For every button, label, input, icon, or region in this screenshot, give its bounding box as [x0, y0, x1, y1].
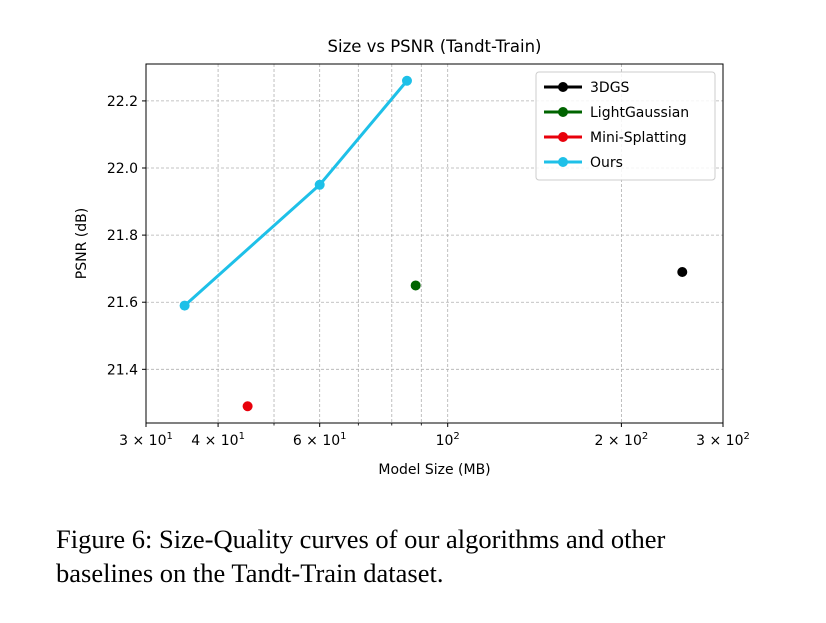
legend-label-mini-splatting: Mini-Splatting [590, 130, 687, 146]
x-tick-label: 2 × 102 [595, 431, 649, 449]
caption-line-1: Figure 6: Size-Quality curves of our alg… [56, 524, 666, 554]
x-axis-label: Model Size (MB) [378, 462, 490, 478]
y-axis-label: PSNR (dB) [74, 208, 90, 279]
legend-label-lightgaussian: LightGaussian [590, 105, 689, 121]
axis-ticks: 3 × 101 4 × 101 6 × 101 102 2 × 102 3 × 102 21… [107, 94, 750, 449]
data-point-ours [401, 75, 412, 86]
chart-title: Size vs PSNR (Tandt-Train) [328, 37, 542, 56]
y-tick-label: 21.6 [107, 295, 138, 311]
legend: 3DGS LightGaussian Mini-Splatting Ours [535, 71, 716, 181]
legend-marker-lightgaussian [558, 107, 568, 117]
x-tick-label: 102 [436, 431, 460, 449]
legend-marker-mini-splatting [558, 132, 568, 142]
data-point-mini-splatting [242, 401, 253, 412]
x-tick-label: 4 × 101 [191, 431, 245, 449]
data-point-lightgaussian [410, 280, 421, 291]
y-tick-label: 21.4 [107, 362, 138, 378]
legend-marker-3dgs [558, 82, 568, 92]
x-tick-label: 3 × 102 [696, 431, 750, 449]
y-tick-label: 22.2 [107, 94, 138, 110]
legend-box [535, 71, 716, 181]
legend-marker-ours [558, 157, 568, 167]
chart: 3 × 101 4 × 101 6 × 101 102 2 × 102 3 × 102 21… [74, 37, 750, 478]
data-point-ours [179, 300, 190, 311]
y-tick-label: 22.0 [107, 161, 138, 177]
series [179, 75, 688, 412]
legend-label-ours: Ours [590, 155, 623, 171]
legend-label-3dgs: 3DGS [590, 80, 630, 96]
data-point-ours [314, 179, 325, 190]
x-tick-label: 3 × 101 [119, 431, 173, 449]
figure-caption: Figure 6: Size-Quality curves of our alg… [56, 522, 772, 590]
caption-line-2: baselines on the Tandt-Train dataset. [56, 558, 444, 588]
y-tick-label: 21.8 [107, 228, 138, 244]
x-tick-label: 6 × 101 [293, 431, 347, 449]
data-point-3dgs [677, 267, 688, 278]
plot-frame [145, 63, 724, 424]
